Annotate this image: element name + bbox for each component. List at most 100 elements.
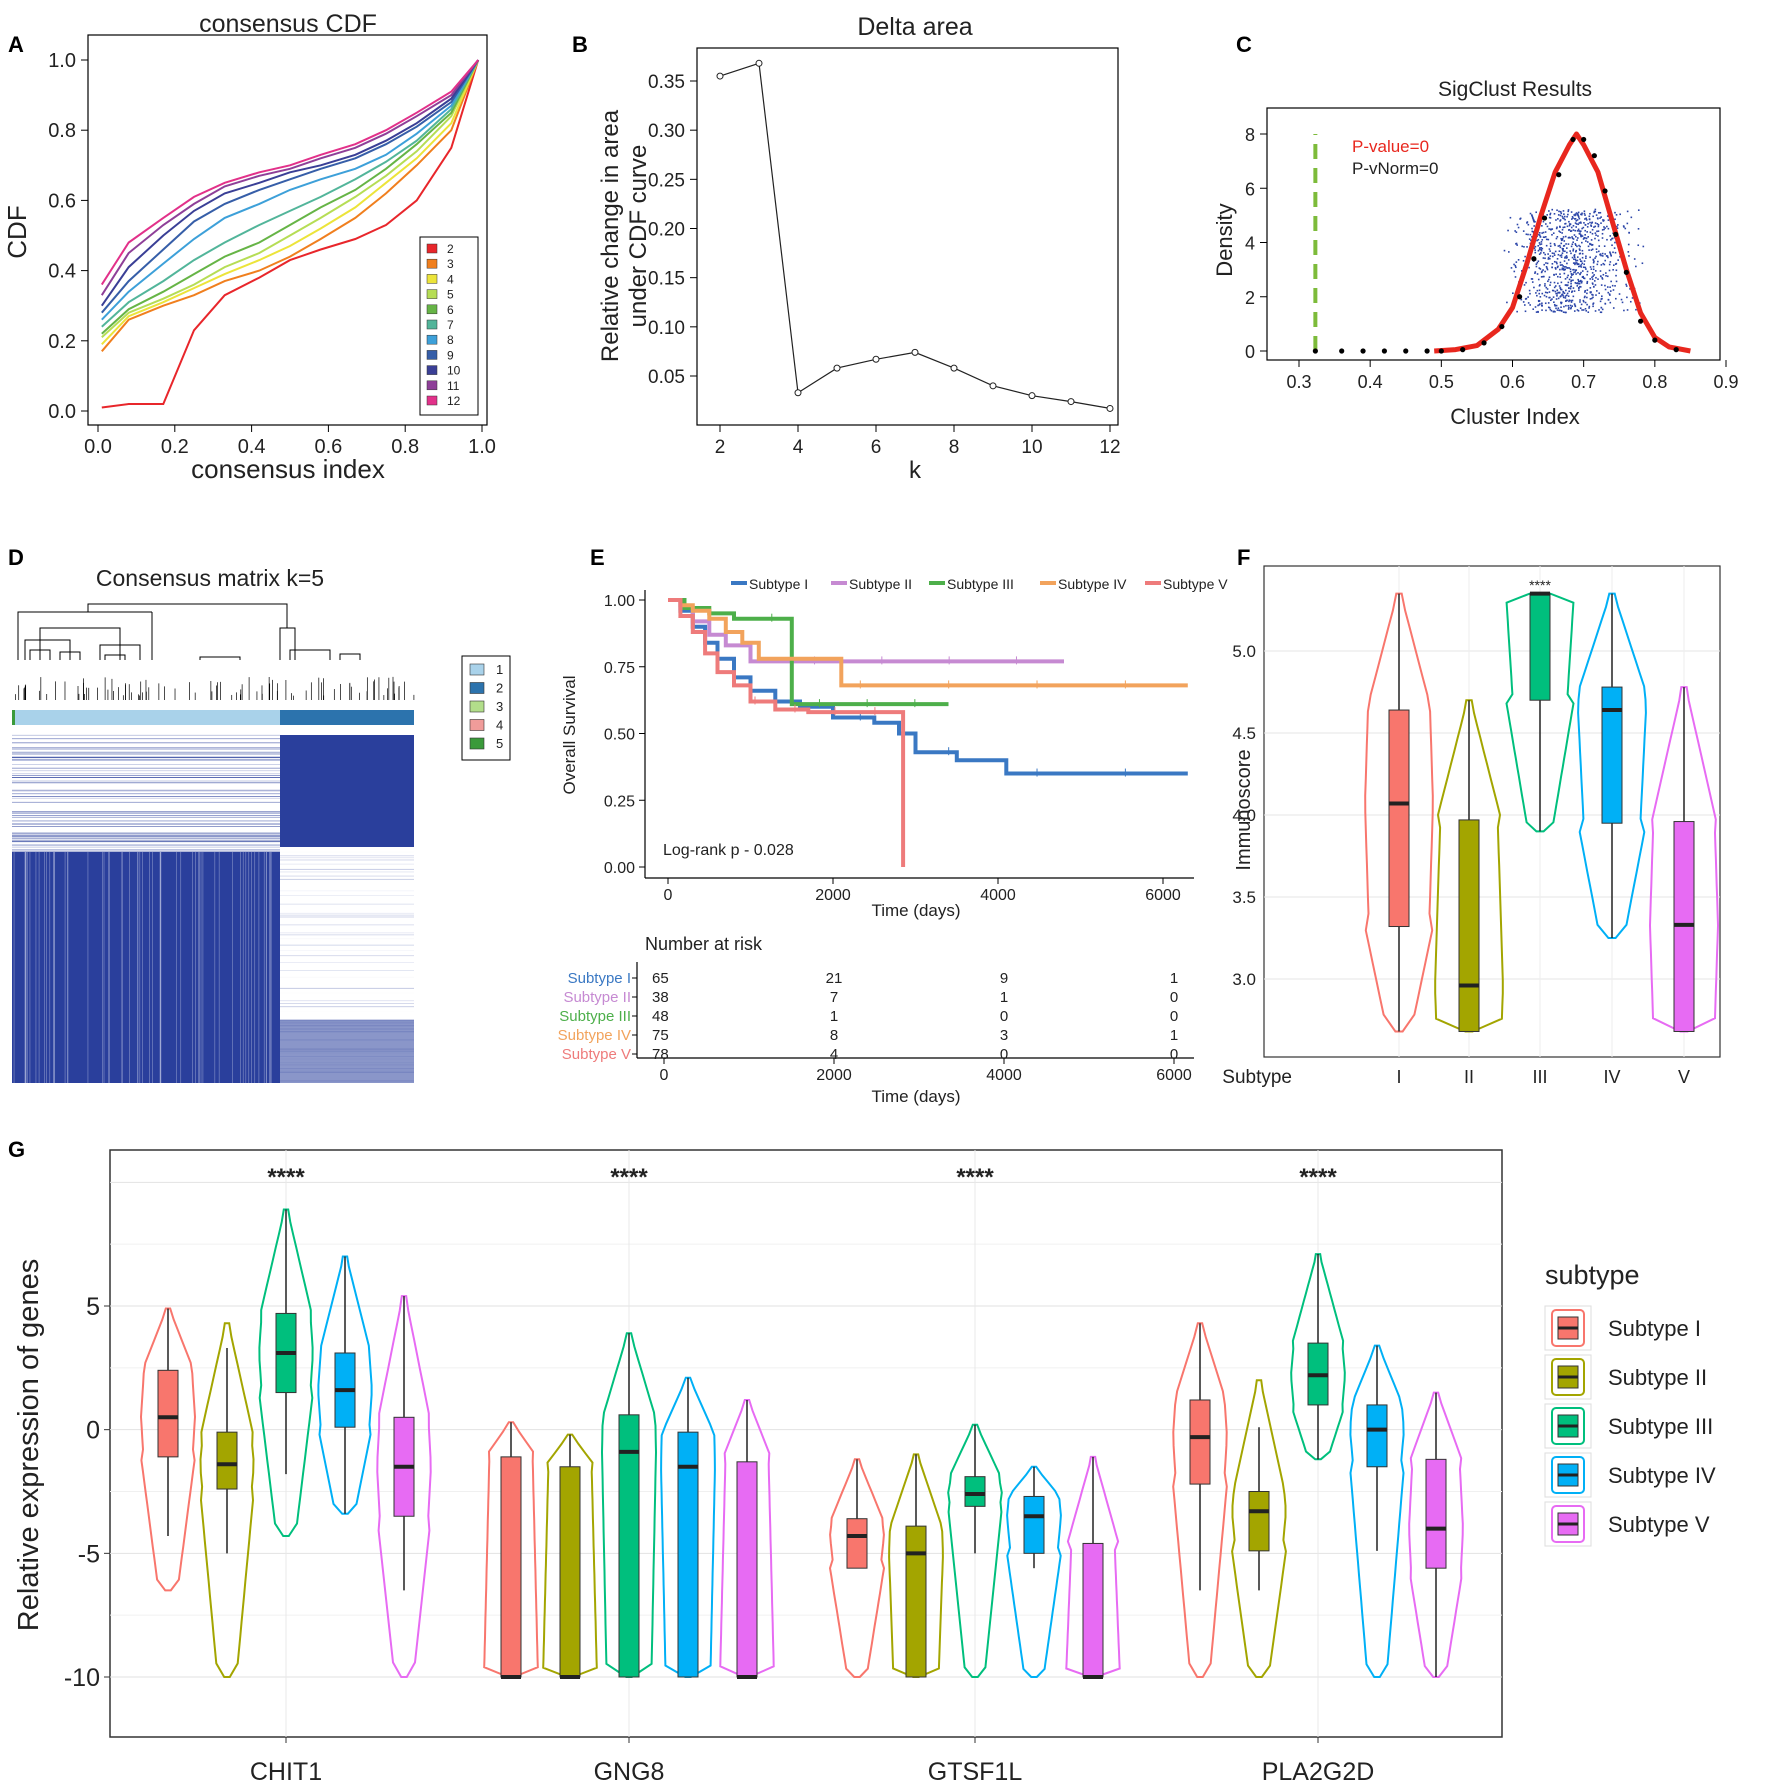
- sample-point: [1572, 279, 1574, 282]
- sample-point: [1573, 234, 1576, 236]
- gene-violins: [139, 1150, 1464, 1743]
- sample-point: [1553, 254, 1556, 256]
- sample-point: [1519, 217, 1522, 220]
- legend-swatch-d: [469, 719, 485, 731]
- km-curve-1: [668, 598, 1188, 776]
- sample-point: [1615, 274, 1617, 277]
- sample-point: [1570, 301, 1573, 303]
- sample-point: [1557, 282, 1559, 285]
- sample-point: [1570, 245, 1573, 248]
- y-tick-label-c: 2: [1245, 288, 1255, 308]
- sample-point: [1610, 280, 1612, 283]
- sample-point: [1539, 284, 1541, 286]
- sample-point: [1641, 262, 1644, 265]
- chit1-subtype-3-violin: [258, 1208, 314, 1537]
- sample-point: [1574, 243, 1577, 245]
- sample-point: [1593, 211, 1595, 214]
- sample-point: [1563, 305, 1565, 308]
- sample-point: [1540, 248, 1542, 251]
- sample-point: [1549, 213, 1551, 216]
- sample-point: [1542, 269, 1544, 271]
- sample-point: [1506, 301, 1508, 304]
- sample-point: [1514, 230, 1516, 232]
- sample-point: [1600, 222, 1602, 224]
- sample-point: [1566, 262, 1568, 265]
- chit1-subtype-4-violin: [317, 1255, 373, 1515]
- sample-point: [1533, 286, 1535, 289]
- sample-point: [1579, 258, 1581, 261]
- sample-point: [1589, 231, 1592, 234]
- sample-point: [1585, 217, 1587, 220]
- sample-point: [1609, 253, 1612, 256]
- sample-point: [1563, 213, 1565, 215]
- sample-point: [1523, 284, 1526, 286]
- sample-point: [1560, 302, 1563, 305]
- sample-point: [1580, 213, 1583, 216]
- sample-point: [1535, 211, 1538, 214]
- sample-point: [1595, 294, 1597, 296]
- null-density-dot: [1381, 348, 1387, 354]
- sample-point: [1597, 217, 1599, 220]
- sample-point: [1621, 301, 1624, 304]
- sample-point: [1566, 225, 1569, 228]
- sample-point: [1553, 281, 1556, 284]
- sample-point: [1578, 289, 1580, 292]
- sample-point: [1598, 211, 1600, 214]
- sample-point: [1561, 252, 1564, 254]
- risk-table-tick-label: 0: [660, 1067, 669, 1084]
- sample-point: [1571, 215, 1574, 218]
- sample-point: [1622, 225, 1625, 227]
- sample-point: [1516, 310, 1518, 313]
- sample-point: [1594, 310, 1597, 312]
- sample-point: [1584, 234, 1586, 236]
- legend-entry-g: [1544, 1403, 1592, 1449]
- dendrogram-branch: [24, 639, 71, 660]
- sample-point: [1562, 217, 1564, 219]
- sample-point: [1594, 225, 1597, 228]
- sample-point: [1527, 233, 1529, 236]
- sample-point: [1534, 251, 1537, 254]
- km-curve-4: [668, 598, 1188, 688]
- sample-point: [1549, 245, 1552, 248]
- null-density-dot: [1581, 136, 1587, 143]
- chit1-subtype-5-violin: [376, 1295, 432, 1678]
- sample-point: [1529, 304, 1531, 306]
- pla2g2d-subtype-4-box: [1366, 1404, 1388, 1468]
- delta-area-point: [716, 72, 724, 80]
- sample-point: [1600, 216, 1602, 218]
- sample-point: [1577, 237, 1579, 239]
- sample-point: [1611, 284, 1614, 287]
- risk-count: 8: [830, 1027, 838, 1044]
- sample-point: [1582, 300, 1585, 303]
- sample-point: [1584, 291, 1586, 293]
- x-tick-label-b: 4: [793, 437, 804, 458]
- sample-point: [1569, 250, 1571, 252]
- sample-point: [1551, 266, 1553, 269]
- sample-point: [1551, 298, 1553, 300]
- sample-point: [1527, 223, 1530, 226]
- sample-point: [1517, 226, 1520, 229]
- sample-point: [1567, 274, 1569, 277]
- sample-point: [1615, 214, 1618, 216]
- sample-point: [1579, 265, 1582, 267]
- sample-point: [1562, 226, 1565, 229]
- sample-point: [1596, 230, 1598, 233]
- delta-area-point: [1028, 392, 1036, 400]
- sample-point: [1593, 210, 1596, 213]
- sample-point: [1564, 311, 1567, 314]
- y-axis-label-b: under CDF curve: [625, 145, 652, 328]
- plot-frame-g: [109, 1149, 1503, 1738]
- sample-point: [1603, 226, 1605, 228]
- sample-point: [1536, 294, 1538, 297]
- sample-point: [1586, 289, 1589, 291]
- sample-point: [1556, 293, 1558, 295]
- sample-point: [1542, 236, 1545, 239]
- sample-point: [1598, 292, 1600, 295]
- sample-point: [1575, 212, 1578, 214]
- sample-point: [1631, 297, 1634, 299]
- sample-point: [1582, 299, 1585, 302]
- null-density-dot: [1613, 231, 1619, 237]
- sample-point: [1546, 225, 1549, 228]
- legend-label-a: 11: [447, 379, 460, 393]
- sample-point: [1559, 214, 1562, 217]
